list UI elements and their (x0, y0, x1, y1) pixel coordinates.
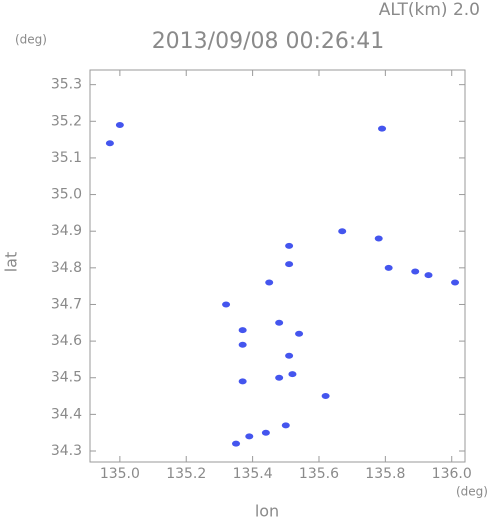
x-unit: (deg) (456, 485, 488, 499)
echo-point (288, 371, 297, 378)
y-tick-label: 35.0 (51, 187, 82, 203)
x-tick-label: 135.2 (166, 466, 206, 482)
echo-point (374, 235, 383, 242)
y-tick-label: 35.3 (51, 77, 82, 93)
plot-frame (89, 69, 466, 463)
echo-point (261, 429, 270, 436)
y-tick-label: 34.5 (51, 370, 82, 386)
echo-point (285, 352, 294, 359)
echo-point (281, 422, 290, 429)
y-tick-label: 34.7 (51, 296, 82, 312)
x-tick-label: 135.4 (233, 466, 273, 482)
echo-point (238, 327, 247, 334)
y-tick-label: 34.8 (51, 260, 82, 276)
echo-point (238, 378, 247, 385)
y-unit: (deg) (15, 33, 47, 47)
echo-point (424, 272, 433, 279)
echo-point (295, 330, 304, 337)
echo-point (265, 279, 274, 286)
echo-point (222, 301, 231, 308)
x-tick-label: 135.6 (299, 466, 339, 482)
y-tick-label: 34.4 (51, 406, 82, 422)
echo-point (411, 268, 420, 275)
echo-point (338, 228, 347, 235)
echo-point (105, 140, 114, 147)
echo-point (321, 393, 330, 400)
y-axis-label: lat (2, 252, 21, 273)
altitude-label: ALT(km) 2.0 (379, 0, 480, 20)
echo-point (232, 440, 241, 447)
x-tick-label: 135.8 (365, 466, 405, 482)
y-tick-label: 34.3 (51, 443, 82, 459)
chart-title: 2013/09/08 00:26:41 (152, 29, 385, 54)
echo-point (378, 125, 387, 132)
x-axis-label: lon (255, 502, 279, 521)
x-tick-label: 136.0 (432, 466, 472, 482)
y-tick-label: 34.6 (51, 333, 82, 349)
echo-point (115, 121, 124, 128)
echo-point (275, 319, 284, 326)
x-tick-label: 135.0 (100, 466, 140, 482)
echo-point (285, 261, 294, 268)
echo-point (275, 374, 284, 381)
echo-point (384, 264, 393, 271)
y-tick-label: 34.9 (51, 223, 82, 239)
echo-point (238, 341, 247, 348)
echo-point (245, 433, 254, 440)
echo-point (451, 279, 460, 286)
y-tick-label: 35.2 (51, 113, 82, 129)
echo-point (285, 242, 294, 249)
y-tick-label: 35.1 (51, 150, 82, 166)
